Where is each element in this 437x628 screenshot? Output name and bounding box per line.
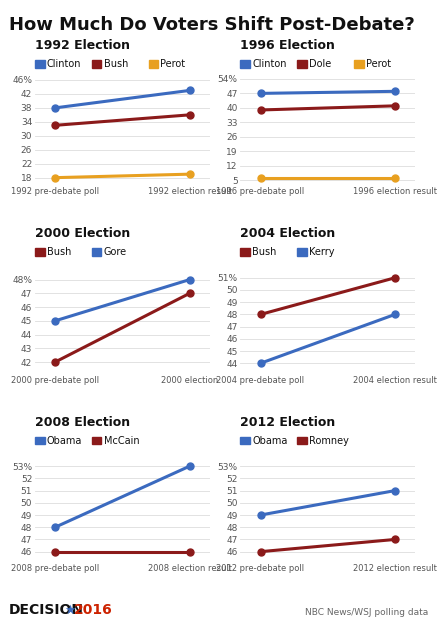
Text: ★: ★ [65, 604, 76, 617]
Text: Obama: Obama [47, 436, 82, 445]
Text: Clinton: Clinton [47, 59, 81, 68]
Text: 2012 Election: 2012 Election [240, 416, 336, 429]
Text: 1992 Election: 1992 Election [35, 39, 130, 52]
Text: 1996 Election: 1996 Election [240, 39, 335, 52]
Text: NBC News/WSJ polling data: NBC News/WSJ polling data [305, 608, 428, 617]
Text: Perot: Perot [160, 59, 185, 68]
Text: 2016: 2016 [73, 603, 112, 617]
Text: 2000 Election: 2000 Election [35, 227, 130, 241]
Text: Obama: Obama [252, 436, 288, 445]
Text: DECISION: DECISION [9, 603, 84, 617]
Text: 2004 Election: 2004 Election [240, 227, 336, 241]
Text: Gore: Gore [104, 247, 127, 257]
Text: Perot: Perot [366, 59, 391, 68]
Text: Clinton: Clinton [252, 59, 287, 68]
Text: Bush: Bush [252, 247, 277, 257]
Text: Bush: Bush [104, 59, 128, 68]
Text: Bush: Bush [47, 247, 71, 257]
Text: How Much Do Voters Shift Post-Debate?: How Much Do Voters Shift Post-Debate? [9, 16, 414, 34]
Text: 2008 Election: 2008 Election [35, 416, 130, 429]
Text: Dole: Dole [309, 59, 331, 68]
Text: Romney: Romney [309, 436, 349, 445]
Text: McCain: McCain [104, 436, 139, 445]
Text: Kerry: Kerry [309, 247, 334, 257]
